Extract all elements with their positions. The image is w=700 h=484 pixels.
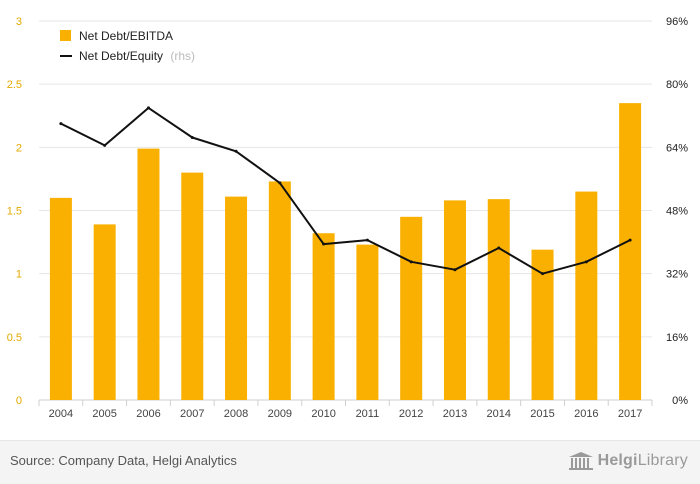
logo-text: HelgiLibrary (598, 452, 688, 470)
helgi-library-logo[interactable]: HelgiLibrary (568, 449, 688, 473)
line-point (409, 260, 413, 264)
y-left-tick-label: 0.5 (7, 332, 22, 344)
logo-text-helgi: Helgi (597, 452, 638, 469)
bar-series (49, 103, 642, 400)
x-tick-label: 2012 (399, 408, 423, 420)
x-tick-label: 2013 (443, 408, 467, 420)
y-left-tick-label: 2 (16, 142, 22, 154)
x-tick-label: 2007 (180, 408, 204, 420)
line-point (322, 242, 326, 246)
x-tick-label: 2005 (92, 408, 116, 420)
bar (225, 196, 248, 400)
line-point (453, 268, 457, 272)
axes: 0 0.5 1 1.5 2 2.5 3 0% 16% 32% 48% 64% 80% 96% 2004 200… (7, 16, 689, 420)
line-point (365, 238, 369, 242)
bar (93, 224, 116, 400)
x-tick-label: 2016 (574, 408, 598, 420)
line-point (278, 181, 282, 185)
bar (575, 191, 598, 400)
y-left-tick-label: 1.5 (7, 206, 22, 218)
legend-swatch-bar (60, 30, 71, 41)
line-point (146, 106, 150, 110)
bar (531, 249, 554, 400)
line-point (103, 143, 107, 147)
line-point (628, 238, 632, 242)
bar (137, 148, 160, 400)
library-building-icon (568, 452, 593, 470)
logo-text-library: Library (637, 452, 688, 469)
line-point (541, 272, 545, 276)
y-right-tick-label: 16% (666, 332, 688, 344)
line-point (234, 149, 238, 153)
y-right-tick-label: 0% (672, 395, 688, 407)
bar (268, 181, 291, 400)
legend-label-bar: Net Debt/EBITDA (79, 29, 173, 43)
bar (312, 233, 335, 400)
line-point (497, 246, 501, 250)
bar (443, 200, 466, 400)
grid-lines (39, 20, 652, 401)
x-tick-label: 2009 (268, 408, 292, 420)
y-right-tick-label: 80% (666, 79, 688, 91)
legend: Net Debt/EBITDA Net Debt/Equity (rhs) (60, 29, 195, 63)
y-left-tick-label: 0 (16, 395, 22, 407)
x-tick-label: 2006 (136, 408, 160, 420)
bar (356, 244, 379, 400)
y-right-tick-label: 96% (666, 16, 688, 28)
y-left-tick-label: 3 (16, 16, 22, 28)
line-path (60, 106, 631, 275)
x-tick-label: 2011 (356, 408, 380, 420)
y-right-tick-label: 48% (666, 206, 688, 218)
bar (49, 197, 72, 400)
bar (619, 103, 642, 400)
source-text: Source: Company Data, Helgi Analytics (10, 453, 237, 468)
x-tick-label: 2004 (49, 408, 73, 420)
x-tick-label: 2008 (224, 408, 248, 420)
bar (181, 172, 204, 400)
y-right-tick-label: 64% (666, 142, 688, 154)
x-tick-label: 2015 (530, 408, 554, 420)
bar (487, 199, 510, 400)
line-series (59, 106, 632, 276)
footer: Source: Company Data, Helgi Analytics He… (0, 440, 700, 484)
chart: 0 0.5 1 1.5 2 2.5 3 0% 16% 32% 48% 64% 80% 96% 2004 200… (7, 16, 689, 420)
x-tick-label: 2010 (311, 408, 335, 420)
line-point (584, 260, 588, 264)
y-left-tick-label: 1 (16, 269, 22, 281)
bar (400, 216, 423, 400)
x-tick-label: 2017 (618, 408, 642, 420)
x-tick-label: 2014 (487, 408, 511, 420)
y-left-tick-label: 2.5 (7, 79, 22, 91)
line-point (190, 135, 194, 139)
line-point (59, 122, 63, 126)
legend-label-line: Net Debt/Equity (rhs) (79, 49, 195, 63)
legend-label-line-name: Net Debt/Equity (79, 49, 163, 63)
legend-label-line-note: (rhs) (170, 49, 195, 63)
y-right-tick-label: 32% (666, 269, 688, 281)
